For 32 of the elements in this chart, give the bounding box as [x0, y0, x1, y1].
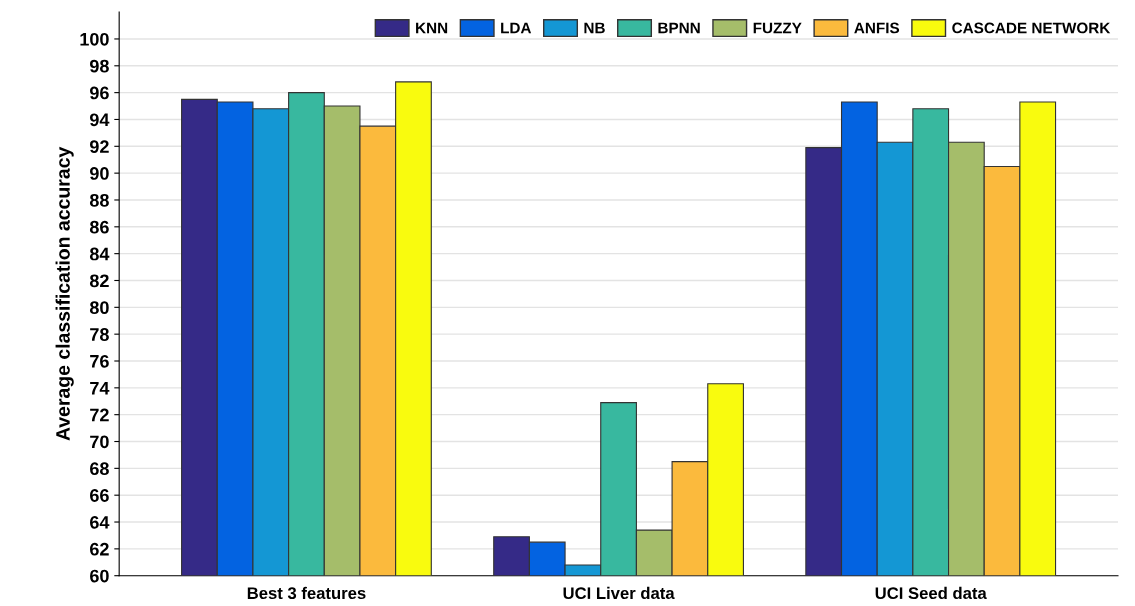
y-tick-label: 66 — [90, 489, 109, 502]
y-tick-label: 88 — [89, 193, 109, 207]
y-tick-label: 74 — [90, 381, 110, 395]
legend-label: KNN — [416, 22, 448, 34]
x-tick-label: UCI Seed data — [875, 586, 987, 600]
legend-label: LDA — [501, 22, 532, 34]
legend-label: FUZZY — [753, 22, 802, 34]
y-tick-label: 84 — [89, 247, 110, 261]
y-tick-label: 90 — [90, 167, 109, 180]
y-tick-label: 98 — [90, 59, 109, 73]
y-tick-label: 72 — [90, 408, 109, 422]
legend-label: ANFIS — [854, 22, 900, 34]
y-tick-label: 94 — [90, 113, 110, 127]
x-tick-label: UCI Liver data — [563, 586, 675, 600]
legend-label: BPNN — [658, 22, 700, 34]
y-tick-label: 96 — [90, 86, 109, 100]
y-tick-label: 76 — [90, 354, 109, 368]
y-tick-label: 86 — [89, 220, 109, 234]
y-axis-title: Average classification accuracy — [55, 146, 74, 441]
y-tick-label: 60 — [90, 569, 109, 583]
y-tick-label: 78 — [90, 328, 109, 341]
x-tick-label: Best 3 features — [247, 586, 366, 600]
y-tick-label: 92 — [90, 140, 109, 154]
y-tick-label: 100 — [80, 32, 109, 46]
y-tick-label: 68 — [90, 462, 109, 476]
y-tick-label: 64 — [90, 515, 110, 529]
legend-label: CASCADE NETWORK — [952, 22, 1111, 34]
y-tick-label: 70 — [90, 435, 109, 449]
legend-label: NB — [584, 22, 605, 34]
y-tick-label: 80 — [89, 301, 109, 315]
y-tick-label: 62 — [90, 542, 109, 556]
y-tick-label: 82 — [89, 274, 109, 288]
